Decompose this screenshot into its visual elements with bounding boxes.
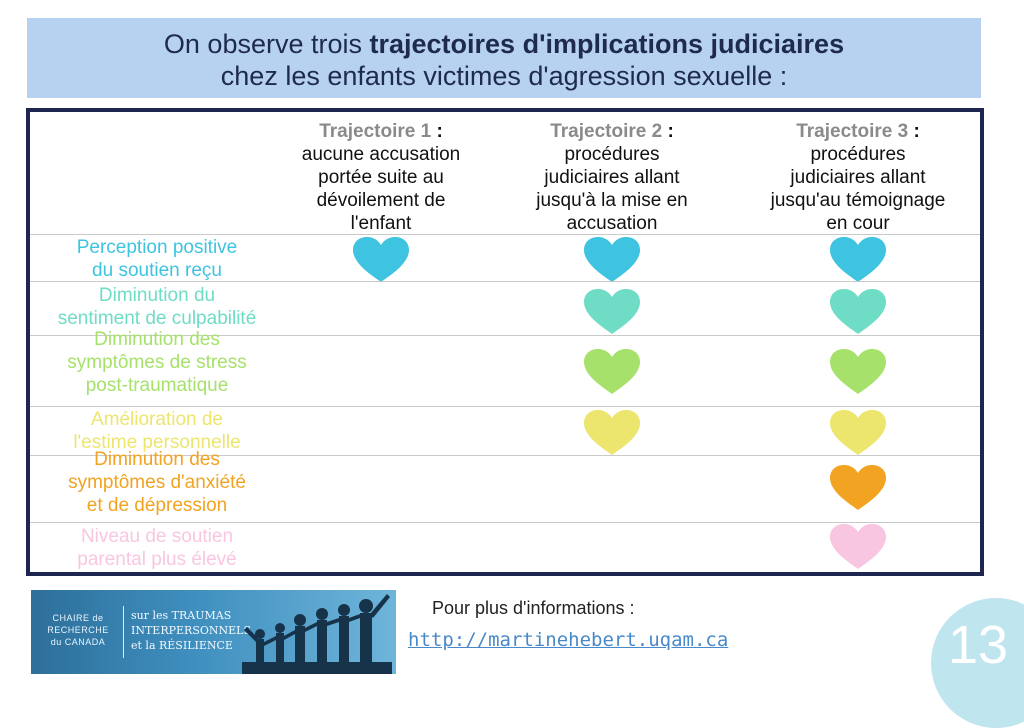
trajectory-colon: : xyxy=(662,121,674,142)
heart-icon xyxy=(584,349,640,394)
column-description-line: procédures xyxy=(564,144,660,165)
logo-left-line: RECHERCHE xyxy=(47,625,109,635)
column-description-line: judiciaires allant xyxy=(790,167,926,188)
info-label: Pour plus d'informations : xyxy=(432,598,635,618)
heart-icon xyxy=(830,237,886,282)
trajectory-name: Trajectoire 1 xyxy=(319,121,432,142)
outcome-label: Diminution des symptômes de stress post-tr… xyxy=(34,328,280,397)
outcome-label-line: sentiment de culpabilité xyxy=(57,308,257,329)
heart-shape xyxy=(830,524,886,569)
row-divider xyxy=(30,335,980,336)
logo-right-line: sur les TRAUMAS xyxy=(131,609,232,622)
heart-icon xyxy=(830,410,886,455)
trajectory-colon: : xyxy=(431,121,443,142)
heart-icon xyxy=(830,465,886,510)
heart-icon xyxy=(830,289,886,334)
column-description-line: en cour xyxy=(826,213,890,234)
column-header-3: Trajectoire 3 : procédures judiciaires all… xyxy=(743,120,973,235)
trajectory-colon: : xyxy=(908,121,920,142)
outcome-label-line: Diminution des xyxy=(94,329,220,350)
heart-shape xyxy=(584,237,640,282)
outcome-label-line: symptômes d'anxiété xyxy=(68,472,246,493)
logo-left-line: du CANADA xyxy=(50,637,106,647)
row-divider xyxy=(30,406,980,407)
column-description-line: accusation xyxy=(566,213,658,234)
outcome-label: Amélioration de l'estime personnelle xyxy=(34,408,280,454)
column-description-line: l'enfant xyxy=(350,213,412,234)
trajectory-matrix: Trajectoire 1 : aucune accusation portée s… xyxy=(26,108,984,576)
trajectory-name: Trajectoire 2 xyxy=(550,121,663,142)
heart-shape xyxy=(584,289,640,334)
outcome-label-line: post-traumatique xyxy=(85,375,229,396)
heart-icon xyxy=(830,349,886,394)
heart-shape xyxy=(830,465,886,510)
outcome-label-line: du soutien reçu xyxy=(92,260,222,281)
heart-icon xyxy=(353,237,409,282)
outcome-label-line: symptômes de stress xyxy=(67,352,247,373)
row-divider xyxy=(30,455,980,456)
outcome-label-line: Amélioration de xyxy=(90,409,224,430)
heart-shape xyxy=(830,410,886,455)
heart-shape xyxy=(830,349,886,394)
row-divider xyxy=(30,522,980,523)
title-bold: trajectoires d'implications judiciaires xyxy=(369,29,845,59)
page-number: 13 xyxy=(948,615,1009,675)
row-divider xyxy=(30,281,980,282)
heart-shape xyxy=(353,237,409,282)
outcome-label-line: parental plus élevé xyxy=(77,549,237,570)
chair-logo: CHAIRE de RECHERCHE du CANADA sur les TR… xyxy=(31,590,396,674)
logo-chair-text: CHAIRE de RECHERCHE du CANADA xyxy=(43,612,113,648)
trajectory-name: Trajectoire 3 xyxy=(796,121,909,142)
logo-right-line: INTERPERSONNELS xyxy=(131,624,252,637)
column-description-line: judiciaires allant xyxy=(544,167,680,188)
heart-shape xyxy=(584,349,640,394)
logo-right-line: et la RÉSILIENCE xyxy=(131,639,233,652)
column-description-line: jusqu'à la mise en xyxy=(536,190,688,211)
column-header-1: Trajectoire 1 : aucune accusation portée s… xyxy=(266,120,496,235)
title-prefix: On observe trois xyxy=(163,29,370,59)
column-description-line: aucune accusation xyxy=(301,144,461,165)
website-link[interactable]: http://martinehebert.uqam.ca xyxy=(408,629,729,651)
title-line-2: chez les enfants victimes d'agression se… xyxy=(220,61,788,91)
heart-icon xyxy=(584,289,640,334)
outcome-label-line: l'estime personnelle xyxy=(73,432,241,453)
outcome-label: Perception positive du soutien reçu xyxy=(34,236,280,282)
heart-icon xyxy=(830,524,886,569)
column-header-2: Trajectoire 2 : procédures judiciaires all… xyxy=(497,120,727,235)
column-description-line: dévoilement de xyxy=(316,190,446,211)
column-description-line: jusqu'au témoignage xyxy=(770,190,946,211)
outcome-label-line: Perception positive xyxy=(76,237,238,258)
column-description-line: procédures xyxy=(810,144,906,165)
outcome-label-line: Niveau de soutien xyxy=(80,526,234,547)
outcome-label-line: Diminution du xyxy=(98,285,216,306)
title-banner: On observe trois trajectoires d'implicat… xyxy=(27,18,981,98)
logo-left-line: CHAIRE de xyxy=(52,613,104,623)
column-description-line: portée suite au xyxy=(318,167,444,188)
outcome-label: Niveau de soutien parental plus élevé xyxy=(34,525,280,571)
heart-icon xyxy=(584,237,640,282)
heart-shape xyxy=(584,410,640,455)
outcome-label-line: et de dépression xyxy=(86,495,228,516)
children-silhouettes-icon xyxy=(242,594,392,674)
outcome-label: Diminution des symptômes d'anxiété et de d… xyxy=(34,448,280,517)
outcome-label: Diminution du sentiment de culpabilité xyxy=(34,284,280,330)
heart-icon xyxy=(584,410,640,455)
row-divider xyxy=(30,234,980,235)
title-line-1: On observe trois trajectoires d'implicat… xyxy=(27,28,981,60)
heart-shape xyxy=(830,289,886,334)
logo-topic-text: sur les TRAUMAS INTERPERSONNELS et la RÉ… xyxy=(131,608,261,653)
heart-shape xyxy=(830,237,886,282)
outcome-label-line: Diminution des xyxy=(94,449,220,470)
logo-divider xyxy=(123,606,124,658)
